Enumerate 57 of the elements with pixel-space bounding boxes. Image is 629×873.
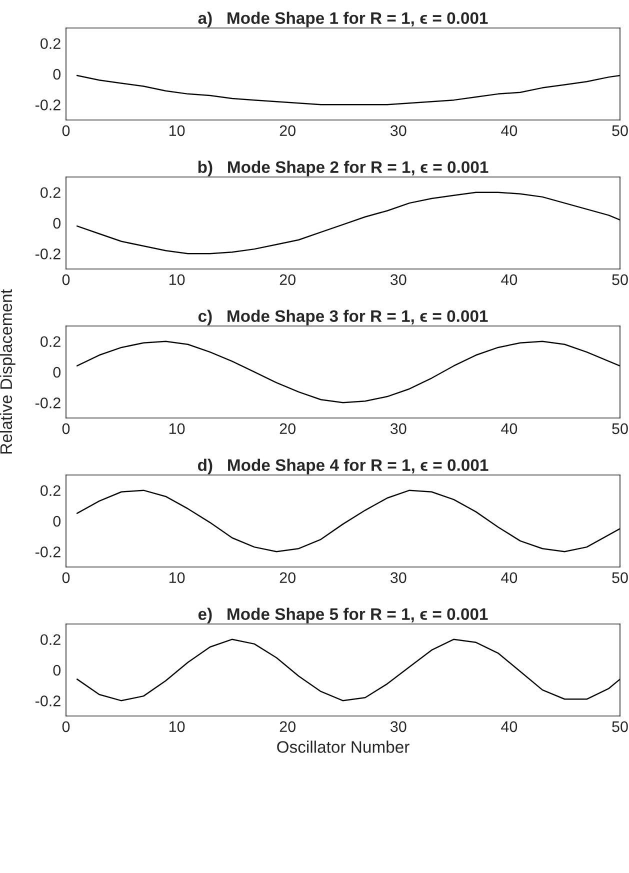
y-tick-label: 0.2 (40, 485, 60, 496)
chart-title: c) Mode Shape 3 for R = 1, ϵ = 0.001 (198, 310, 488, 326)
x-tick-label: 40 (501, 125, 518, 136)
x-tick-label: 20 (280, 572, 296, 584)
chart-title: e) Mode Shape 5 for R = 1, ϵ = 0.001 (198, 608, 488, 624)
chart-title: a) Mode Shape 1 for R = 1, ϵ = 0.001 (198, 12, 488, 28)
line-series (76, 192, 620, 254)
y-tick-label: -0.2 (35, 248, 60, 260)
x-tick-label: 20 (280, 125, 296, 136)
line-series (76, 490, 620, 552)
x-tick-label: 0 (62, 721, 70, 732)
y-tick-label: -0.2 (35, 100, 60, 110)
x-tick-label: 20 (280, 423, 296, 434)
line-series (76, 340, 620, 404)
x-tick-label: 40 (501, 572, 518, 584)
x-axis-title: Oscillator Number (277, 740, 410, 753)
x-tick-label: 10 (169, 721, 185, 732)
x-tick-label: 10 (169, 423, 185, 434)
y-tick-label: 0.2 (40, 336, 60, 348)
x-tick-label: 0 (62, 125, 70, 136)
x-tick-label: 30 (390, 125, 406, 136)
x-tick-label: 0 (62, 274, 70, 286)
y-axis-title: Relative Displacement (0, 289, 16, 454)
x-tick-label: 0 (62, 572, 70, 584)
x-tick-label: 10 (169, 274, 185, 286)
chart-title: d) Mode Shape 4 for R = 1, ϵ = 0.001 (198, 458, 488, 474)
x-tick-label: 20 (280, 274, 296, 286)
y-tick-label: 0 (53, 366, 61, 378)
x-tick-label: 40 (501, 721, 518, 732)
y-tick-label: 0 (53, 664, 61, 676)
y-tick-label: 0.2 (40, 634, 60, 646)
y-tick-label: 0 (53, 68, 61, 80)
x-tick-label: 10 (169, 572, 185, 584)
y-tick-label: -0.2 (35, 696, 60, 706)
y-tick-label: 0 (53, 516, 61, 527)
y-tick-label: 0.2 (40, 187, 60, 198)
line-series (76, 638, 620, 702)
y-tick-label: -0.2 (35, 398, 60, 408)
x-tick-label: 50 (612, 125, 628, 136)
x-tick-label: 40 (501, 274, 518, 286)
x-tick-label: 50 (612, 721, 628, 732)
x-tick-label: 50 (612, 423, 628, 434)
chart-title: b) Mode Shape 2 for R = 1, ϵ = 0.001 (198, 160, 488, 176)
x-tick-label: 50 (612, 274, 628, 286)
x-tick-label: 0 (62, 423, 70, 434)
x-tick-label: 30 (390, 721, 406, 732)
y-tick-label: 0.2 (40, 38, 60, 50)
x-tick-label: 20 (280, 721, 296, 732)
line-series (76, 74, 620, 106)
x-tick-label: 30 (390, 423, 406, 434)
y-tick-label: 0 (53, 218, 61, 229)
x-tick-label: 30 (390, 274, 406, 286)
x-tick-label: 50 (612, 572, 628, 584)
x-tick-label: 40 (501, 423, 518, 434)
x-tick-label: 30 (390, 572, 406, 584)
y-tick-label: -0.2 (35, 546, 60, 558)
x-tick-label: 10 (169, 125, 185, 136)
